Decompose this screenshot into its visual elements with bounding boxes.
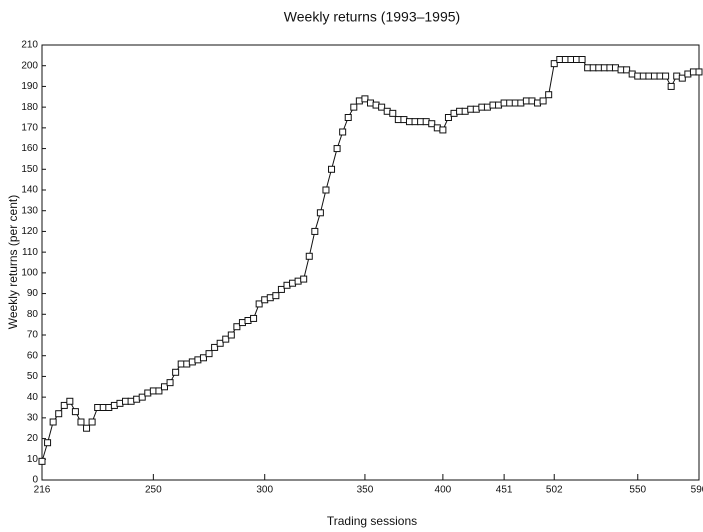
y-tick-label: 80 xyxy=(27,309,39,320)
data-point xyxy=(300,275,308,283)
data-line xyxy=(41,59,699,462)
data-point xyxy=(172,368,180,376)
data-point xyxy=(38,457,46,465)
x-tick-label: 300 xyxy=(256,485,273,496)
data-point xyxy=(77,418,85,426)
y-tick-label: 120 xyxy=(21,226,38,237)
x-tick-label: 550 xyxy=(629,485,646,496)
data-point xyxy=(216,339,224,347)
data-point xyxy=(199,354,207,362)
data-point xyxy=(88,418,96,426)
data-point xyxy=(155,387,163,395)
data-point xyxy=(227,331,235,339)
data-point xyxy=(250,314,258,322)
data-point xyxy=(60,401,68,409)
data-point xyxy=(233,323,241,331)
data-point xyxy=(339,128,347,136)
x-tick-label: 216 xyxy=(34,485,51,496)
data-point xyxy=(311,227,319,235)
data-point xyxy=(378,103,386,111)
data-point xyxy=(389,109,397,117)
data-point xyxy=(678,74,686,82)
data-point xyxy=(539,97,547,105)
data-point xyxy=(667,82,675,90)
data-point xyxy=(550,60,558,68)
data-point xyxy=(344,114,352,121)
y-tick-label: 200 xyxy=(21,60,38,71)
y-tick-label: 100 xyxy=(21,267,38,278)
data-point xyxy=(623,66,631,74)
y-tick-label: 30 xyxy=(27,412,39,423)
plot-frame xyxy=(41,44,700,481)
data-point xyxy=(222,335,230,343)
data-point xyxy=(277,285,285,293)
y-tick-label: 180 xyxy=(21,102,38,113)
data-point xyxy=(166,379,174,387)
y-tick-label: 20 xyxy=(27,433,39,444)
data-point xyxy=(428,120,436,128)
y-tick-label: 160 xyxy=(21,143,38,154)
data-point xyxy=(545,91,553,99)
data-point xyxy=(322,186,330,194)
y-tick-label: 40 xyxy=(27,392,39,403)
data-point xyxy=(55,410,63,418)
data-point xyxy=(83,424,91,432)
data-point xyxy=(333,145,341,153)
y-tick-label: 140 xyxy=(21,185,38,196)
data-point xyxy=(350,103,358,111)
data-point xyxy=(662,72,670,80)
data-point xyxy=(66,397,74,405)
y-tick-label: 10 xyxy=(27,454,39,465)
data-point xyxy=(444,114,452,121)
x-tick-label: 451 xyxy=(496,485,513,496)
y-tick-label: 210 xyxy=(21,40,38,51)
data-point xyxy=(361,95,369,103)
data-point xyxy=(272,292,280,300)
data-point xyxy=(439,126,447,134)
data-point xyxy=(695,68,703,76)
y-tick-label: 60 xyxy=(27,350,39,361)
y-tick-label: 150 xyxy=(21,164,38,175)
data-point xyxy=(328,165,336,173)
y-tick-label: 90 xyxy=(27,288,39,299)
data-point xyxy=(205,350,213,358)
y-tick-label: 130 xyxy=(21,205,38,216)
y-tick-label: 70 xyxy=(27,330,39,341)
data-point xyxy=(578,56,586,63)
data-point xyxy=(49,418,57,426)
y-tick-label: 190 xyxy=(21,81,38,92)
y-tick-label: 110 xyxy=(22,247,38,258)
y-axis-label: Weekly returns (per cent) xyxy=(6,195,20,330)
x-axis-label: Trading sessions xyxy=(327,514,417,528)
data-point xyxy=(316,209,324,217)
data-point xyxy=(71,408,79,416)
x-tick-label: 350 xyxy=(357,485,374,496)
y-tick-label: 170 xyxy=(21,122,38,133)
data-point xyxy=(255,300,263,308)
data-point xyxy=(44,439,52,447)
x-tick-label: 250 xyxy=(145,485,162,496)
y-tick-label: 50 xyxy=(27,371,39,382)
data-point xyxy=(138,393,146,401)
data-point xyxy=(160,383,168,391)
x-tick-label: 590 xyxy=(691,485,703,496)
chart-title: Weekly returns (1993–1995) xyxy=(284,9,460,25)
y-tick-label: 0 xyxy=(32,475,38,486)
x-tick-label: 502 xyxy=(546,485,563,496)
x-tick-label: 400 xyxy=(435,485,452,496)
data-point xyxy=(305,252,313,260)
data-point xyxy=(211,343,219,351)
